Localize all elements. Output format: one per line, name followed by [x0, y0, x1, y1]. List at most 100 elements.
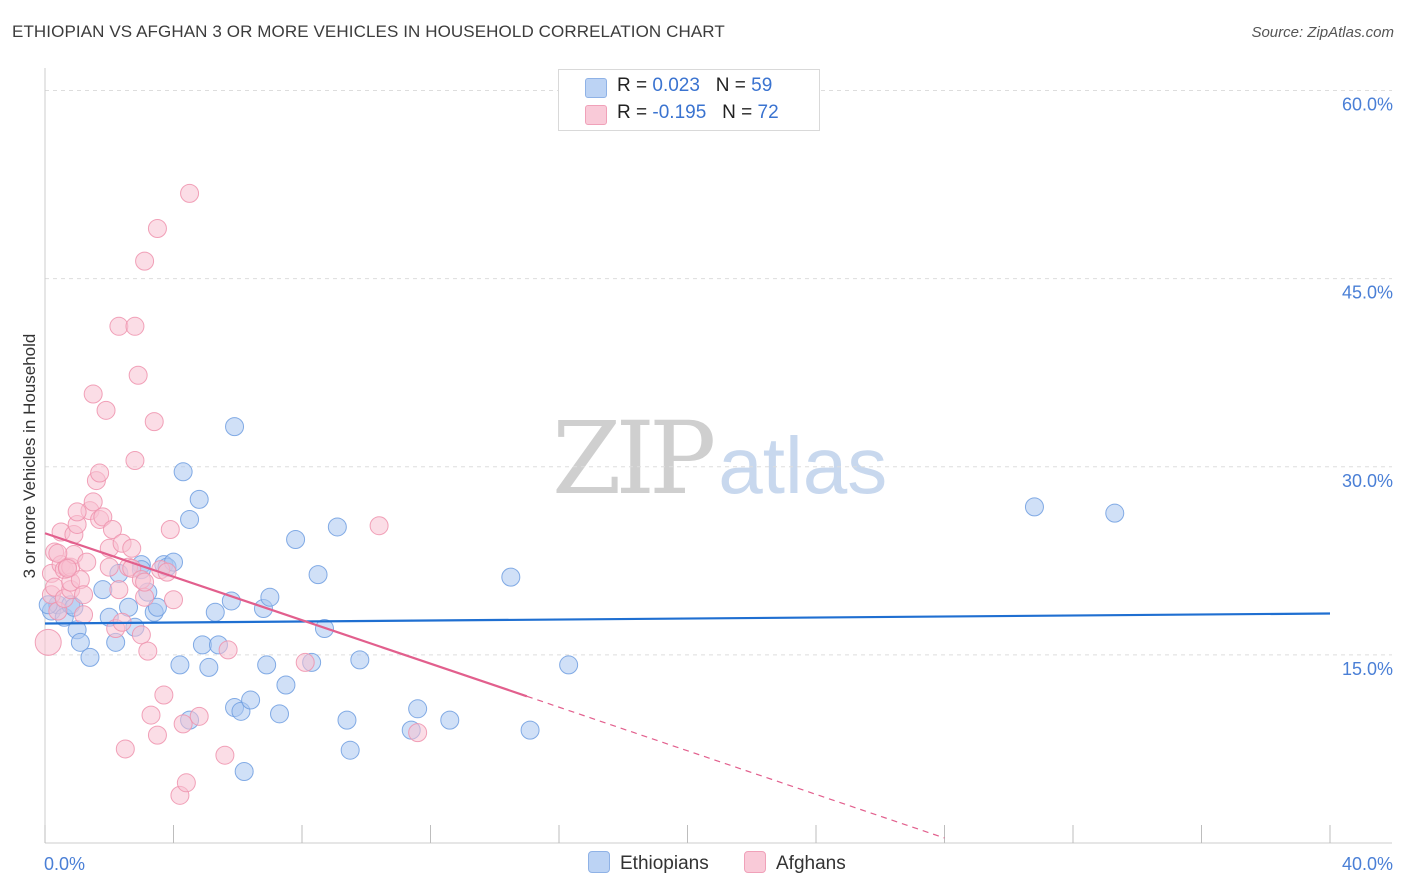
ethiopian-point — [205, 602, 225, 622]
ethiopian-point — [340, 740, 360, 760]
afghan-point — [131, 625, 151, 645]
tick-labels: 15.0% 30.0% 45.0% 60.0% 0.0% 40.0% — [44, 95, 1393, 874]
afghan-point — [102, 519, 122, 539]
ethiopian-point — [257, 655, 277, 675]
watermark: ZIP atlas — [552, 400, 887, 517]
legend-n-label: N = — [715, 75, 746, 96]
legend-swatch-ethiopians — [585, 78, 607, 98]
ethiopian-point — [308, 565, 328, 585]
afghan-point — [115, 739, 135, 759]
afghan-point — [125, 451, 145, 470]
ethiopian-trend-line — [44, 612, 1331, 625]
afghan-point — [147, 725, 167, 745]
ethiopian-point — [350, 650, 370, 670]
afghan-point — [93, 507, 113, 527]
watermark-zip: ZIP — [552, 400, 716, 517]
ethiopian-point — [170, 655, 190, 675]
ethiopian-point — [192, 635, 212, 655]
afghan-point — [90, 463, 110, 483]
ethiopian-point — [173, 462, 193, 482]
legend-n-label: N = — [722, 102, 753, 123]
afghan-point — [180, 183, 200, 203]
afghan-trend-extension — [526, 695, 945, 839]
series-legend-afghans: Afghans — [744, 851, 846, 875]
afghan-point — [141, 705, 161, 725]
afghan-point — [74, 585, 94, 605]
afghan-point — [218, 640, 238, 660]
ethiopian-point — [241, 690, 261, 710]
ethiopian-point — [276, 675, 296, 695]
afghan-point — [109, 316, 129, 336]
series-legend: Ethiopians Afghans — [0, 851, 1406, 879]
legend-r-value-ethiopians: 0.023 — [652, 75, 700, 96]
ethiopian-point — [199, 657, 219, 677]
afghan-point — [109, 580, 129, 600]
afghan-point — [67, 502, 87, 522]
afghan-point — [164, 590, 183, 610]
ethiopian-point — [1105, 503, 1125, 523]
ethiopian-point — [270, 704, 290, 724]
legend-r-label: R = — [617, 102, 648, 123]
series-swatch-afghans — [744, 851, 766, 873]
y-tick-label: 15.0% — [1342, 659, 1393, 679]
afghan-point — [138, 641, 158, 661]
legend-r-value-afghans: -0.195 — [652, 102, 707, 123]
series-legend-ethiopians: Ethiopians — [588, 851, 709, 875]
afghan-point — [369, 516, 389, 536]
ethiopian-point — [1024, 497, 1044, 517]
ethiopian-point — [70, 632, 90, 652]
x-tick-label-max: 40.0% — [1342, 854, 1393, 874]
ethiopian-point — [327, 517, 347, 537]
ethiopian-point — [501, 567, 521, 587]
correlation-legend: R = 0.023 N = 59 R = -0.195 N = 72 — [558, 69, 820, 131]
afghan-point — [77, 552, 97, 572]
ethiopian-point — [559, 655, 579, 675]
data-points — [34, 183, 1125, 805]
ethiopian-point — [260, 587, 280, 607]
chart-title: ETHIOPIAN VS AFGHAN 3 OR MORE VEHICLES I… — [12, 22, 725, 41]
legend-swatch-afghans — [585, 105, 607, 125]
ethiopian-point — [286, 530, 306, 550]
watermark-atlas: atlas — [718, 421, 888, 510]
legend-n-value-afghans: 72 — [757, 102, 779, 123]
afghan-point — [135, 251, 155, 271]
afghan-point — [57, 558, 77, 578]
ethiopian-point — [520, 720, 540, 740]
afghan-point — [176, 773, 196, 793]
ethiopian-point — [80, 647, 100, 667]
ethiopian-point — [225, 417, 245, 437]
afghan-point — [144, 412, 164, 432]
afghan-point — [96, 400, 116, 420]
series-label-ethiopians: Ethiopians — [620, 853, 709, 874]
afghan-point — [189, 706, 209, 726]
ethiopian-point — [147, 597, 167, 617]
afghan-point — [160, 519, 180, 539]
afghan-point — [147, 218, 167, 238]
afghan-point — [128, 365, 148, 385]
afghan-point — [34, 628, 62, 656]
trend-lines — [44, 532, 1331, 839]
axes — [44, 68, 1392, 844]
ethiopian-point — [189, 489, 209, 509]
afghan-point — [173, 714, 193, 734]
y-tick-label: 60.0% — [1342, 95, 1393, 115]
afghan-point — [154, 685, 174, 705]
series-label-afghans: Afghans — [776, 853, 846, 874]
legend-n-value-ethiopians: 59 — [751, 75, 773, 96]
ethiopian-point — [234, 762, 254, 782]
afghan-point — [135, 572, 155, 592]
afghan-point — [48, 543, 68, 563]
afghan-point — [74, 605, 94, 625]
ethiopian-point — [180, 509, 200, 529]
y-tick-label: 45.0% — [1342, 283, 1393, 303]
afghan-point — [125, 316, 145, 336]
source-credit: Source: ZipAtlas.com — [1251, 24, 1394, 41]
afghan-trend-line — [44, 532, 528, 698]
ethiopian-point — [337, 710, 357, 730]
afghan-point — [408, 723, 428, 743]
ethiopian-point — [408, 699, 428, 719]
afghan-point — [99, 557, 119, 577]
ethiopian-point — [93, 580, 113, 600]
legend-r-label: R = — [617, 75, 648, 96]
